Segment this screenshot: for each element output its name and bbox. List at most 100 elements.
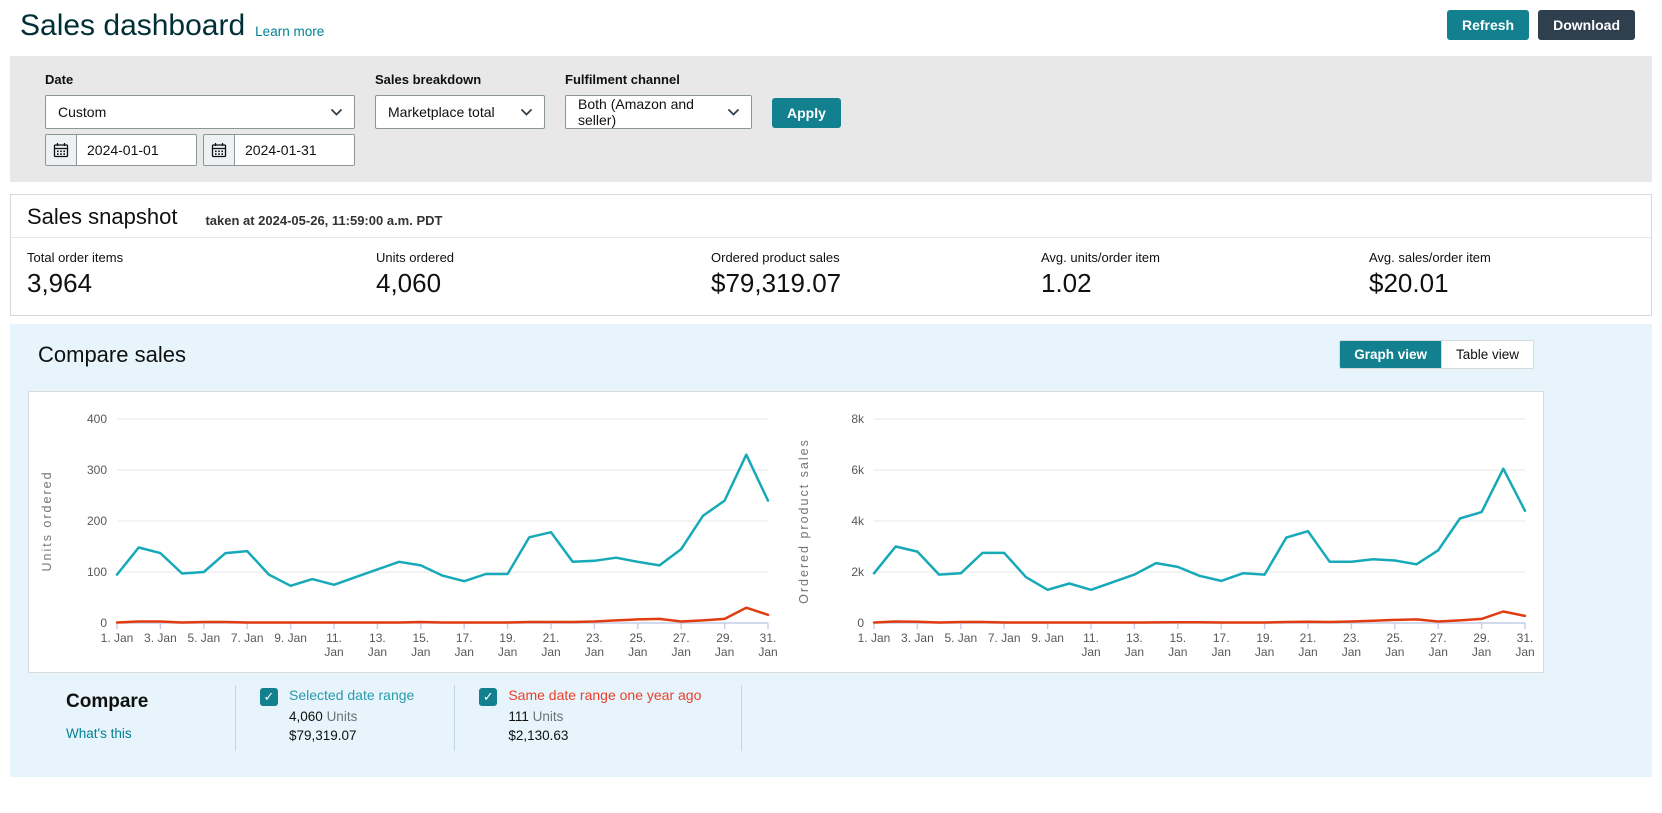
stat-units-ordered: Units ordered 4,060 bbox=[376, 250, 455, 298]
svg-text:6k: 6k bbox=[851, 463, 865, 477]
legend-units: 4,060 Units bbox=[289, 709, 358, 724]
fulfilment-group: Fulfilment channel Both (Amazon and sell… bbox=[565, 72, 752, 129]
svg-text:27.Jan: 27. Jan bbox=[1429, 631, 1448, 659]
calendar-icon[interactable] bbox=[204, 135, 235, 165]
compare-sales-title: Compare sales bbox=[38, 341, 186, 367]
date-filter-group: Date Custom bbox=[45, 72, 355, 166]
svg-text:2k: 2k bbox=[851, 565, 865, 579]
svg-text:400: 400 bbox=[87, 412, 107, 426]
legend-sales: $79,319.07 bbox=[289, 728, 357, 743]
table-view-button[interactable]: Table view bbox=[1440, 341, 1533, 368]
svg-text:9. Jan: 9. Jan bbox=[1031, 631, 1064, 645]
date-to-input[interactable] bbox=[235, 135, 354, 165]
date-from-field bbox=[45, 134, 197, 166]
svg-text:13.Jan: 13. Jan bbox=[368, 631, 387, 659]
svg-text:300: 300 bbox=[87, 463, 107, 477]
fulfilment-value: Both (Amazon and seller) bbox=[578, 96, 694, 128]
legend-label: Same date range one year ago bbox=[508, 687, 702, 703]
chevron-down-icon bbox=[331, 108, 342, 116]
svg-text:1. Jan: 1. Jan bbox=[858, 631, 891, 645]
svg-text:23.Jan: 23. Jan bbox=[585, 631, 604, 659]
svg-text:5. Jan: 5. Jan bbox=[187, 631, 220, 645]
year-ago-checkbox[interactable]: ✓ bbox=[479, 688, 498, 706]
fulfilment-select[interactable]: Both (Amazon and seller) bbox=[565, 95, 752, 129]
svg-text:7. Jan: 7. Jan bbox=[988, 631, 1021, 645]
svg-text:21.Jan: 21. Jan bbox=[1298, 631, 1317, 659]
svg-text:100: 100 bbox=[87, 565, 107, 579]
download-button[interactable]: Download bbox=[1538, 10, 1635, 40]
sales-snapshot-card: Sales snapshot taken at 2024-05-26, 11:5… bbox=[10, 194, 1652, 316]
svg-text:29.Jan: 29. Jan bbox=[1472, 631, 1491, 659]
sales-breakdown-label: Sales breakdown bbox=[375, 72, 482, 87]
topbar-buttons: Refresh Download bbox=[1446, 6, 1635, 40]
date-from-input[interactable] bbox=[77, 135, 196, 165]
svg-text:200: 200 bbox=[87, 514, 107, 528]
date-to-field bbox=[203, 134, 355, 166]
graph-view-button[interactable]: Graph view bbox=[1340, 341, 1441, 368]
snapshot-title: Sales snapshot bbox=[27, 204, 178, 229]
top-bar: Sales dashboard Learn more Refresh Downl… bbox=[0, 0, 1662, 52]
date-range-select[interactable]: Custom bbox=[45, 95, 355, 129]
page-title: Sales dashboard bbox=[20, 9, 246, 42]
sales-breakdown-select[interactable]: Marketplace total bbox=[375, 95, 545, 129]
view-toggle: Graph view Table view bbox=[1339, 340, 1534, 369]
whats-this-link[interactable]: What's this bbox=[66, 726, 132, 741]
compare-title: Compare bbox=[66, 691, 149, 712]
stat-avg-sales-order-item: Avg. sales/order item $20.01 bbox=[1369, 250, 1491, 298]
svg-text:25.Jan: 25. Jan bbox=[628, 631, 647, 659]
svg-text:11.Jan: 11. Jan bbox=[1081, 631, 1100, 659]
svg-text:23.Jan: 23. Jan bbox=[1342, 631, 1361, 659]
sales-breakdown-value: Marketplace total bbox=[388, 104, 495, 120]
compare-sales-section: Compare sales Graph view Table view 0 100… bbox=[10, 324, 1652, 777]
ordered-product-sales-chart: 0 2k 4k 6k 8k 1. Jan 3. Jan 5. Jan 7. Jan 9. Jan 1… bbox=[786, 392, 1543, 672]
legend-sales: $2,130.63 bbox=[508, 728, 569, 743]
svg-text:19.Jan: 19. Jan bbox=[498, 631, 517, 659]
units-ordered-chart: 0 100 200 300 400 1. Jan 3. Jan 5. Jan 7. Jan 9. … bbox=[29, 392, 786, 672]
fulfilment-label: Fulfilment channel bbox=[565, 72, 680, 87]
legend-units: 111 Units bbox=[508, 709, 564, 724]
svg-text:5. Jan: 5. Jan bbox=[944, 631, 977, 645]
svg-text:8k: 8k bbox=[851, 412, 865, 426]
compare-legend: Compare What's this ✓ Selected date rang… bbox=[28, 685, 1544, 751]
svg-text:29.Jan: 29. Jan bbox=[715, 631, 734, 659]
svg-text:19.Jan: 19. Jan bbox=[1255, 631, 1274, 659]
stat-total-order-items: Total order items 3,964 bbox=[27, 250, 124, 298]
svg-text:4k: 4k bbox=[851, 514, 865, 528]
stat-avg-units-order-item: Avg. units/order item 1.02 bbox=[1041, 250, 1160, 298]
filter-bar: Date Custom Sales breakdown Marketplace … bbox=[10, 56, 1652, 182]
svg-text:9. Jan: 9. Jan bbox=[274, 631, 307, 645]
svg-text:3. Jan: 3. Jan bbox=[144, 631, 177, 645]
chevron-down-icon bbox=[521, 108, 532, 116]
charts-container: 0 100 200 300 400 1. Jan 3. Jan 5. Jan 7. Jan 9. … bbox=[28, 391, 1544, 673]
svg-text:Units ordered: Units ordered bbox=[40, 470, 54, 571]
svg-text:Ordered product sales: Ordered product sales bbox=[797, 438, 811, 604]
svg-text:21.Jan: 21. Jan bbox=[541, 631, 560, 659]
svg-text:15.Jan: 15. Jan bbox=[411, 631, 430, 659]
legend-label: Selected date range bbox=[289, 687, 415, 703]
legend-item-year-ago: ✓ Same date range one year ago 111 Units… bbox=[454, 685, 743, 751]
refresh-button[interactable]: Refresh bbox=[1446, 10, 1530, 40]
svg-text:17.Jan: 17. Jan bbox=[1212, 631, 1231, 659]
svg-text:7. Jan: 7. Jan bbox=[231, 631, 264, 645]
svg-text:17.Jan: 17. Jan bbox=[455, 631, 474, 659]
svg-text:25.Jan: 25. Jan bbox=[1385, 631, 1404, 659]
svg-text:1. Jan: 1. Jan bbox=[101, 631, 134, 645]
date-range-value: Custom bbox=[58, 104, 107, 120]
svg-text:13.Jan: 13. Jan bbox=[1125, 631, 1144, 659]
svg-text:3. Jan: 3. Jan bbox=[901, 631, 934, 645]
snapshot-stats: Total order items 3,964 Units ordered 4,… bbox=[11, 238, 1651, 315]
calendar-icon[interactable] bbox=[46, 135, 77, 165]
svg-text:0: 0 bbox=[100, 616, 107, 630]
snapshot-timestamp: taken at 2024-05-26, 11:59:00 a.m. PDT bbox=[205, 212, 443, 228]
svg-text:31.Jan: 31. Jan bbox=[758, 631, 777, 659]
legend-item-selected-range: ✓ Selected date range 4,060 Units $79,31… bbox=[235, 685, 454, 751]
apply-button[interactable]: Apply bbox=[772, 98, 841, 128]
svg-text:15.Jan: 15. Jan bbox=[1168, 631, 1187, 659]
stat-ordered-product-sales: Ordered product sales $79,319.07 bbox=[711, 250, 842, 298]
svg-text:31.Jan: 31. Jan bbox=[1515, 631, 1534, 659]
svg-text:27.Jan: 27. Jan bbox=[672, 631, 691, 659]
selected-range-checkbox[interactable]: ✓ bbox=[260, 688, 278, 706]
svg-text:0: 0 bbox=[857, 616, 864, 630]
learn-more-link[interactable]: Learn more bbox=[255, 24, 325, 39]
svg-text:11.Jan: 11. Jan bbox=[324, 631, 343, 659]
